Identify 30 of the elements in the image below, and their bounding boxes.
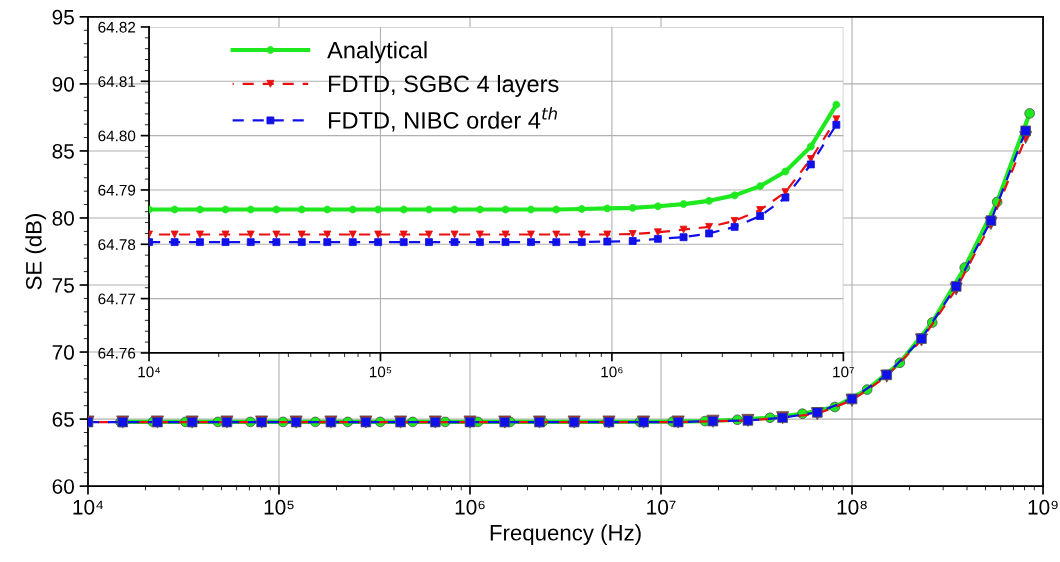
y-tick-label: 85 [52,143,74,159]
x-tick-label: 10⁹ [1028,499,1058,515]
x-tick-label: 10⁶ [455,499,485,515]
x-tick-label: 10⁴ [138,366,161,378]
y-tick-label: 65 [52,412,74,427]
y-tick-label: 64.80 [98,130,136,142]
y-axis-title: SE (dB) [25,213,47,290]
legend-label: Analytical [327,41,427,64]
y-tick-label: 70 [52,345,74,360]
x-tick-label: 10⁵ [264,499,294,515]
x-axis-title: Frequency (Hz) [490,524,641,546]
x-tick-label: 10⁴ [73,499,104,515]
y-tick-label: 64.76 [98,347,136,359]
x-tick-label: 10⁷ [833,366,854,378]
y-tick-label: 60 [52,479,74,494]
x-tick-label: 10⁷ [647,499,676,515]
y-tick-label: 64.82 [98,21,136,33]
x-tick-label: 10⁵ [369,366,392,378]
y-tick-label: 64.79 [98,184,136,196]
y-tick-label: 95 [52,9,74,25]
x-tick-label: 10⁶ [601,366,623,378]
y-tick-label: 90 [52,76,74,92]
y-tick-label: 64.78 [98,239,136,250]
legend-label: FDTD, SGBC 4 layers [329,74,559,97]
y-tick-label: 80 [52,210,74,226]
y-tick-label: 64.81 [98,76,136,87]
y-tick-label: 64.77 [98,293,136,305]
y-tick-label: 75 [52,278,74,293]
legend-label: FDTD, NIBC order 4$^{th}$ [329,106,557,132]
x-tick-label: 10⁸ [837,499,867,515]
